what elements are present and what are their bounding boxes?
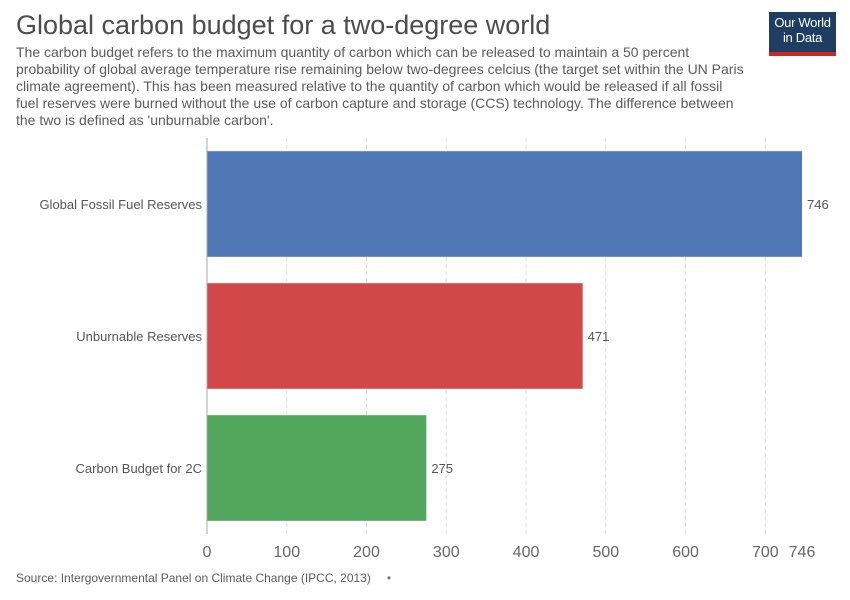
bar [207,151,802,257]
source-note: Source: Intergovernmental Panel on Clima… [16,571,391,585]
value-label: 471 [588,329,610,344]
source-dot: • [386,571,392,585]
x-tick-label: 600 [672,544,699,561]
category-label: Global Fossil Fuel Reserves [39,197,202,212]
chart-title: Global carbon budget for a two-degree wo… [16,10,551,40]
x-tick-label: 700 [752,544,779,561]
value-label: 275 [431,461,453,476]
bar [207,415,427,521]
category-label: Carbon Budget for 2C [76,461,202,476]
value-label: 746 [807,197,829,212]
chart-subtitle: The carbon budget refers to the maximum … [16,44,744,128]
x-tick-label: 500 [592,544,619,561]
source-text[interactable]: Source: Intergovernmental Panel on Clima… [16,571,371,585]
category-label: Unburnable Reserves [76,329,202,344]
bar [207,283,583,389]
x-tick-label: 100 [273,544,300,561]
logo-line-2: in Data [782,30,823,45]
x-tick-label: 0 [203,544,212,561]
x-tick-label: 746 [789,544,816,561]
x-tick-label: 300 [433,544,460,561]
x-tick-label: 400 [513,544,540,561]
x-tick-label: 200 [353,544,380,561]
owid-logo[interactable]: Our World in Data [769,12,836,56]
logo-line-1: Our World [774,15,831,30]
